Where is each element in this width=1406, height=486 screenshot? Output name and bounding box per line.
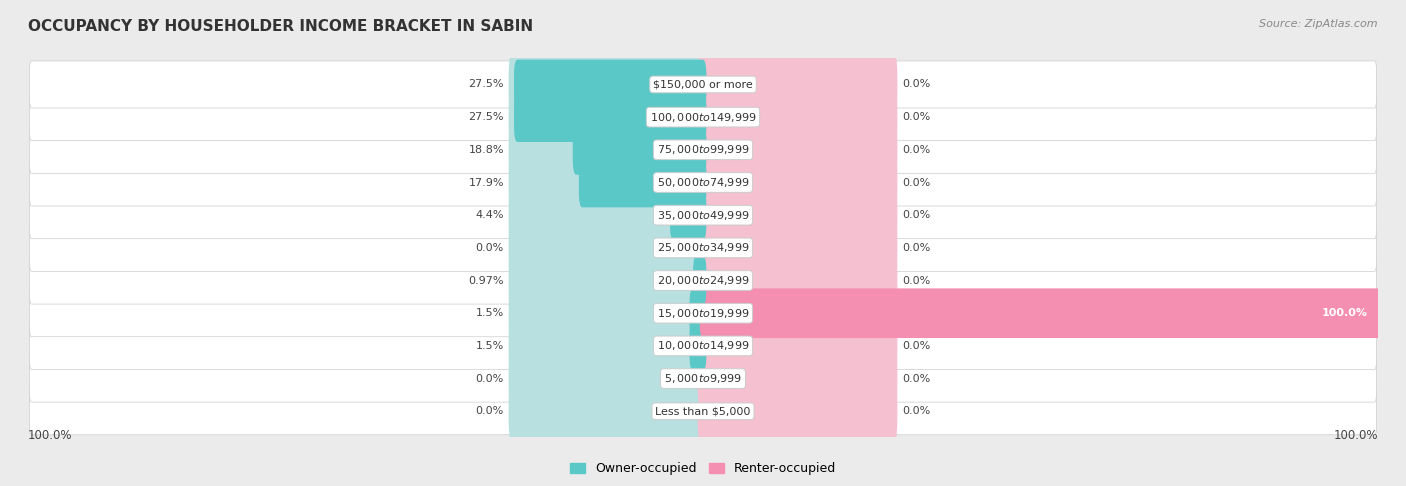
FancyBboxPatch shape — [509, 83, 709, 152]
FancyBboxPatch shape — [572, 125, 706, 174]
Text: 100.0%: 100.0% — [1333, 429, 1378, 442]
Text: Source: ZipAtlas.com: Source: ZipAtlas.com — [1260, 19, 1378, 30]
FancyBboxPatch shape — [669, 191, 706, 240]
Text: 0.97%: 0.97% — [468, 276, 503, 286]
FancyBboxPatch shape — [509, 344, 709, 413]
Text: OCCUPANCY BY HOUSEHOLDER INCOME BRACKET IN SABIN: OCCUPANCY BY HOUSEHOLDER INCOME BRACKET … — [28, 19, 533, 35]
FancyBboxPatch shape — [30, 388, 1376, 435]
Text: 0.0%: 0.0% — [475, 374, 503, 383]
Text: $15,000 to $19,999: $15,000 to $19,999 — [657, 307, 749, 320]
FancyBboxPatch shape — [693, 256, 706, 305]
FancyBboxPatch shape — [509, 180, 709, 250]
Text: 17.9%: 17.9% — [468, 177, 503, 188]
FancyBboxPatch shape — [697, 246, 897, 315]
FancyBboxPatch shape — [515, 60, 706, 109]
Text: 18.8%: 18.8% — [468, 145, 503, 155]
Text: 0.0%: 0.0% — [903, 243, 931, 253]
Text: $50,000 to $74,999: $50,000 to $74,999 — [657, 176, 749, 189]
FancyBboxPatch shape — [509, 213, 709, 282]
Text: $35,000 to $49,999: $35,000 to $49,999 — [657, 208, 749, 222]
FancyBboxPatch shape — [30, 290, 1376, 337]
FancyBboxPatch shape — [689, 288, 706, 338]
FancyBboxPatch shape — [697, 213, 897, 282]
Text: 0.0%: 0.0% — [903, 406, 931, 416]
Text: $75,000 to $99,999: $75,000 to $99,999 — [657, 143, 749, 156]
Text: 100.0%: 100.0% — [1322, 308, 1368, 318]
Text: $150,000 or more: $150,000 or more — [654, 80, 752, 89]
FancyBboxPatch shape — [30, 322, 1376, 369]
FancyBboxPatch shape — [509, 377, 709, 446]
FancyBboxPatch shape — [509, 311, 709, 381]
FancyBboxPatch shape — [697, 83, 897, 152]
FancyBboxPatch shape — [509, 50, 709, 119]
Text: $25,000 to $34,999: $25,000 to $34,999 — [657, 242, 749, 254]
Text: 27.5%: 27.5% — [468, 80, 503, 89]
Text: 0.0%: 0.0% — [475, 243, 503, 253]
FancyBboxPatch shape — [697, 278, 897, 348]
Text: 4.4%: 4.4% — [475, 210, 503, 220]
Text: 1.5%: 1.5% — [475, 308, 503, 318]
Text: Less than $5,000: Less than $5,000 — [655, 406, 751, 416]
Text: $5,000 to $9,999: $5,000 to $9,999 — [664, 372, 742, 385]
FancyBboxPatch shape — [30, 355, 1376, 402]
FancyBboxPatch shape — [689, 321, 706, 371]
FancyBboxPatch shape — [697, 115, 897, 185]
FancyBboxPatch shape — [579, 157, 706, 208]
FancyBboxPatch shape — [697, 311, 897, 381]
Text: 27.5%: 27.5% — [468, 112, 503, 122]
FancyBboxPatch shape — [509, 148, 709, 217]
Text: $100,000 to $149,999: $100,000 to $149,999 — [650, 111, 756, 123]
Text: $10,000 to $14,999: $10,000 to $14,999 — [657, 339, 749, 352]
FancyBboxPatch shape — [30, 191, 1376, 239]
FancyBboxPatch shape — [30, 94, 1376, 140]
Text: 0.0%: 0.0% — [903, 341, 931, 351]
Text: 0.0%: 0.0% — [475, 406, 503, 416]
FancyBboxPatch shape — [697, 344, 897, 413]
FancyBboxPatch shape — [30, 225, 1376, 271]
FancyBboxPatch shape — [30, 257, 1376, 304]
Text: 0.0%: 0.0% — [903, 276, 931, 286]
Text: 0.0%: 0.0% — [903, 210, 931, 220]
Text: 0.0%: 0.0% — [903, 80, 931, 89]
FancyBboxPatch shape — [700, 288, 1381, 338]
Legend: Owner-occupied, Renter-occupied: Owner-occupied, Renter-occupied — [565, 457, 841, 481]
Text: $20,000 to $24,999: $20,000 to $24,999 — [657, 274, 749, 287]
FancyBboxPatch shape — [30, 126, 1376, 174]
Text: 1.5%: 1.5% — [475, 341, 503, 351]
FancyBboxPatch shape — [697, 180, 897, 250]
FancyBboxPatch shape — [697, 50, 897, 119]
Text: 100.0%: 100.0% — [28, 429, 73, 442]
FancyBboxPatch shape — [509, 115, 709, 185]
FancyBboxPatch shape — [509, 278, 709, 348]
FancyBboxPatch shape — [30, 159, 1376, 206]
Text: 0.0%: 0.0% — [903, 145, 931, 155]
Text: 0.0%: 0.0% — [903, 112, 931, 122]
Text: 0.0%: 0.0% — [903, 177, 931, 188]
FancyBboxPatch shape — [697, 377, 897, 446]
FancyBboxPatch shape — [30, 61, 1376, 108]
FancyBboxPatch shape — [515, 92, 706, 142]
Text: 0.0%: 0.0% — [903, 374, 931, 383]
FancyBboxPatch shape — [697, 148, 897, 217]
FancyBboxPatch shape — [509, 246, 709, 315]
